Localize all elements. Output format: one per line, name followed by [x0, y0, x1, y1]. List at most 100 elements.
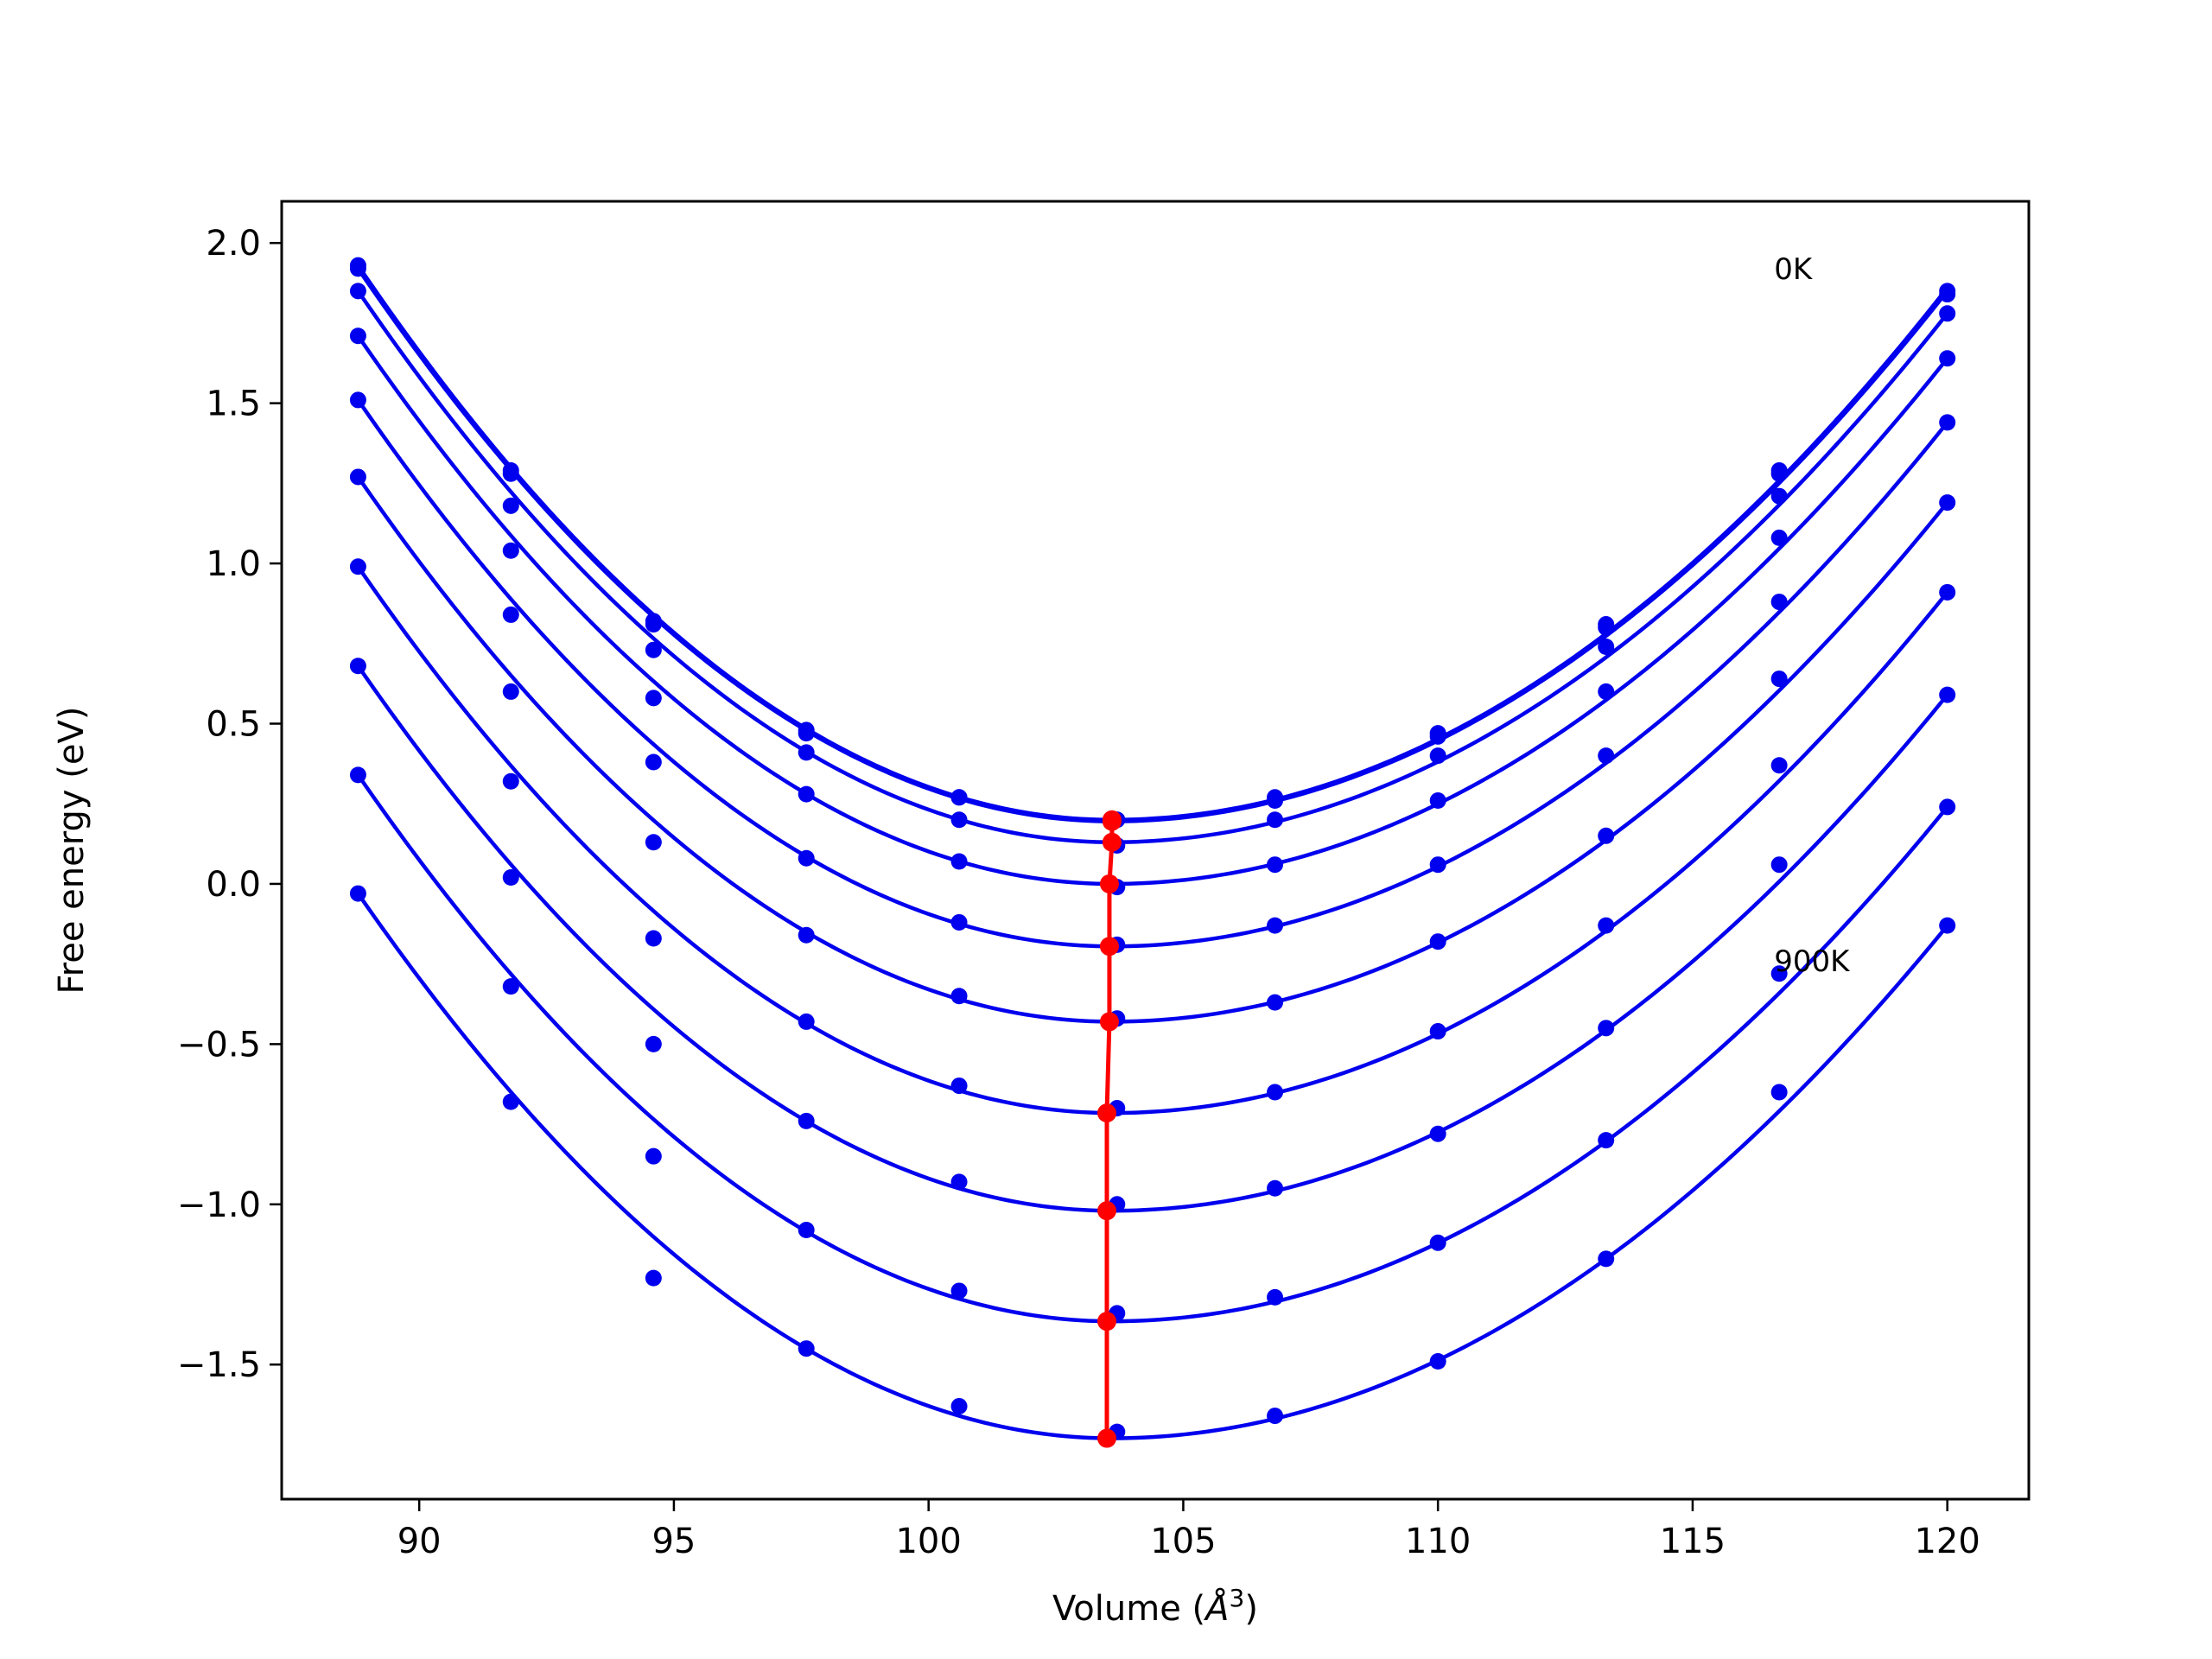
data-point-s8-p10	[1939, 798, 1956, 816]
data-point-s2-p8	[1598, 639, 1615, 656]
data-point-s5-p4	[950, 988, 968, 1005]
fit-curve-2	[356, 289, 1949, 844]
data-point-s7-p7	[1429, 1125, 1446, 1142]
data-point-s6-p9	[1770, 757, 1788, 774]
x-axis-title-close: )	[1244, 1589, 1258, 1629]
data-point-s5-p7	[1429, 933, 1446, 950]
data-point-s5-p3	[798, 926, 815, 944]
data-point-s8-p2	[645, 1147, 662, 1165]
data-point-s6-p10	[1939, 583, 1956, 601]
fit-curve-1	[356, 267, 1949, 823]
x-axis-title-sup: 3	[1230, 1584, 1245, 1612]
x-tick-label: 90	[397, 1522, 442, 1561]
data-point-s2-p7	[1429, 747, 1446, 765]
data-point-s9-p7	[1429, 1353, 1446, 1370]
data-point-s3-p8	[1598, 683, 1615, 700]
data-point-s7-p0	[349, 658, 366, 675]
annotations: 0K 900K	[1774, 252, 1851, 979]
data-point-s2-p3	[798, 744, 815, 761]
axes-frame	[280, 200, 2031, 1501]
data-point-s9-p3	[798, 1340, 815, 1357]
data-point-s5-p2	[645, 834, 662, 851]
data-point-s1-p9	[1770, 465, 1788, 482]
data-point-s3-p3	[798, 785, 815, 803]
data-point-s9-p4	[950, 1397, 968, 1414]
fit-curve-6	[356, 565, 1949, 1116]
x-tick-label: 105	[1150, 1522, 1216, 1561]
data-point-s9-p10	[1939, 917, 1956, 934]
minimum-point-2	[1102, 832, 1122, 852]
data-point-s8-p8	[1598, 1132, 1615, 1149]
y-tick-label: 1.5	[206, 385, 261, 424]
minimum-point-8	[1096, 1312, 1116, 1332]
data-point-s6-p0	[349, 558, 366, 575]
data-point-s3-p2	[645, 690, 662, 707]
y-tick-label: 1.0	[206, 544, 261, 584]
plot-area	[349, 257, 1956, 1448]
fit-curve-3	[356, 334, 1949, 887]
data-point-s6-p1	[502, 772, 519, 790]
data-point-s6-p6	[1267, 1084, 1284, 1101]
data-point-s3-p4	[950, 853, 968, 870]
data-point-s4-p8	[1598, 747, 1615, 765]
data-point-s6-p3	[798, 1013, 815, 1030]
data-point-s4-p4	[950, 913, 968, 931]
data-point-s7-p1	[502, 869, 519, 887]
data-point-s1-p6	[1267, 792, 1284, 810]
y-tick-label: −0.5	[177, 1025, 261, 1065]
y-tick-label: −1.0	[177, 1185, 261, 1225]
fit-curve-9	[356, 892, 1949, 1440]
data-point-s4-p7	[1429, 856, 1446, 874]
data-point-s1-p7	[1429, 728, 1446, 745]
data-point-s4-p2	[645, 753, 662, 771]
data-point-s3-p9	[1770, 529, 1788, 546]
y-axis-title: Free energy (eV)	[52, 707, 92, 995]
y-tick-label: 0.0	[206, 865, 261, 905]
data-point-s2-p6	[1267, 811, 1284, 829]
x-axis-title-base: Volume (	[1052, 1589, 1205, 1629]
data-point-s4-p10	[1939, 414, 1956, 431]
data-point-s8-p1	[502, 978, 519, 995]
fit-curve-8	[356, 773, 1949, 1324]
data-point-s3-p10	[1939, 350, 1956, 367]
data-point-s4-p6	[1267, 917, 1284, 934]
data-point-s1-p8	[1598, 619, 1615, 636]
minima-line	[1104, 819, 1115, 1439]
data-point-s2-p0	[349, 283, 366, 300]
data-point-s3-p1	[502, 542, 519, 559]
data-point-s5-p10	[1939, 494, 1956, 512]
data-point-s5-p6	[1267, 994, 1284, 1011]
minimum-point-6	[1096, 1103, 1116, 1123]
data-point-s1-p1	[502, 465, 519, 482]
x-tick-label: 110	[1405, 1522, 1471, 1561]
x-tick-label: 120	[1914, 1522, 1980, 1561]
data-point-s8-p4	[950, 1282, 968, 1300]
data-point-s7-p9	[1770, 856, 1788, 874]
minimum-point-5	[1099, 1012, 1119, 1032]
data-point-s4-p0	[349, 391, 366, 409]
y-tick-label: 0.5	[206, 705, 261, 745]
data-point-s1-p3	[798, 725, 815, 742]
data-point-s3-p6	[1267, 856, 1284, 874]
y-tick-label: −1.5	[177, 1345, 261, 1385]
minimum-point-4	[1099, 937, 1119, 957]
data-point-s1-p0	[349, 260, 366, 277]
data-point-s6-p4	[950, 1077, 968, 1095]
y-tick-label: 2.0	[206, 224, 261, 264]
data-point-s7-p2	[645, 1035, 662, 1052]
data-point-s9-p6	[1267, 1408, 1284, 1425]
x-axis-title: Volume (Å3)	[1052, 1584, 1258, 1629]
data-point-s2-p10	[1939, 305, 1956, 322]
data-point-s9-p1	[502, 1093, 519, 1110]
data-point-s9-p2	[645, 1269, 662, 1287]
data-point-s8-p6	[1267, 1288, 1284, 1306]
x-axis-title-unit: Å	[1203, 1587, 1229, 1629]
data-point-s7-p8	[1598, 1020, 1615, 1037]
data-point-s6-p8	[1598, 917, 1615, 934]
data-point-s9-p8	[1598, 1250, 1615, 1268]
data-point-s5-p8	[1598, 827, 1615, 844]
data-point-s1-p4	[950, 789, 968, 806]
data-point-s8-p3	[798, 1221, 815, 1238]
data-point-s2-p2	[645, 641, 662, 658]
